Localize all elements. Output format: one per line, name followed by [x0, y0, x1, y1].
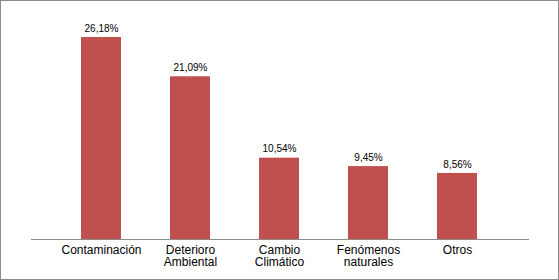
- svg-text:10,54%: 10,54%: [263, 143, 297, 154]
- svg-text:DeterioroAmbiental: DeterioroAmbiental: [164, 243, 217, 269]
- svg-text:Otros: Otros: [443, 243, 472, 257]
- svg-text:Fenómenosnaturales: Fenómenosnaturales: [337, 243, 400, 269]
- svg-text:8,56%: 8,56%: [443, 159, 471, 170]
- svg-text:Contaminación: Contaminación: [61, 243, 141, 257]
- svg-text:9,45%: 9,45%: [354, 152, 382, 163]
- svg-text:CambioClimático: CambioClimático: [255, 243, 305, 269]
- svg-text:21,09%: 21,09%: [174, 62, 208, 73]
- svg-text:26,18%: 26,18%: [85, 23, 119, 34]
